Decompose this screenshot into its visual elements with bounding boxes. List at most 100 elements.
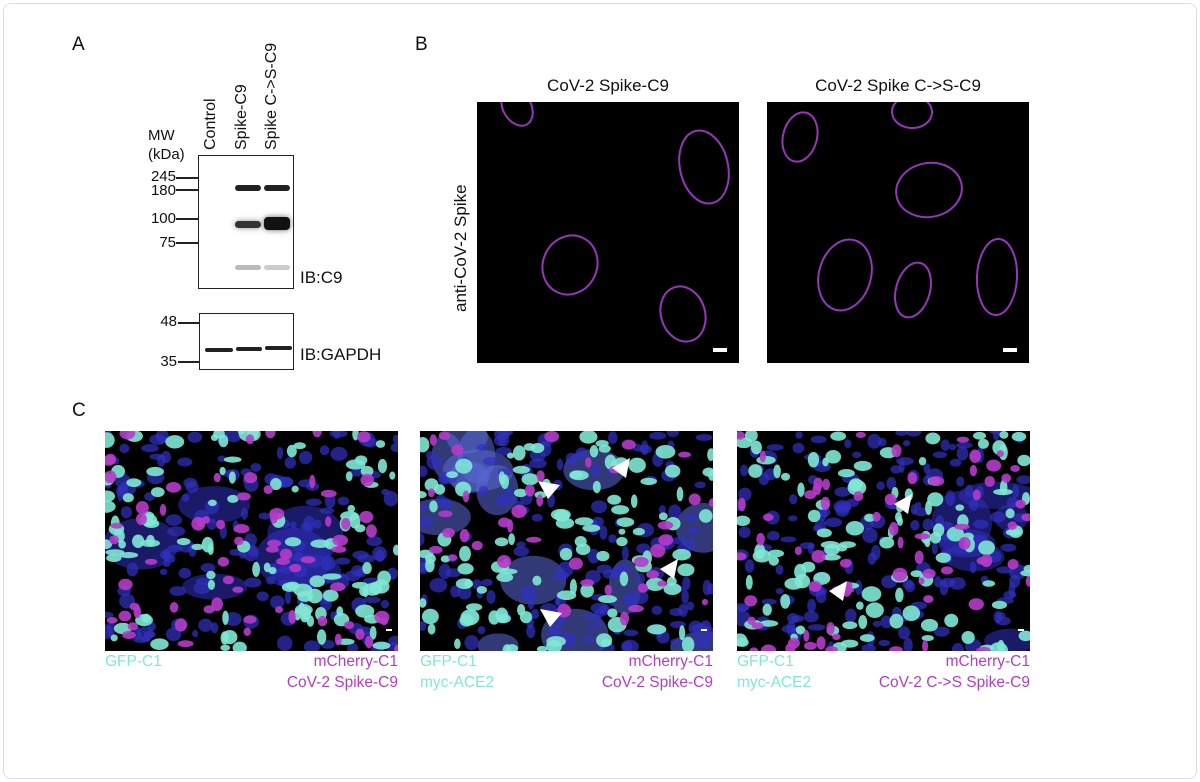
gfp-cell xyxy=(110,634,118,642)
gfp-cell xyxy=(146,534,155,547)
gfp-cell xyxy=(218,434,229,448)
gfp-cell xyxy=(768,555,779,566)
mcherry-cell xyxy=(969,464,977,477)
gfp-cell xyxy=(918,457,927,466)
cell-outline xyxy=(659,285,707,343)
nucleus xyxy=(992,431,1000,441)
nucleus xyxy=(561,632,576,648)
blot-c9 xyxy=(198,155,294,289)
nucleus xyxy=(198,618,213,632)
gfp-cell xyxy=(925,432,941,445)
mcherry-cell xyxy=(958,536,971,550)
nucleus xyxy=(791,615,805,623)
nucleus xyxy=(824,517,842,528)
mcherry-cell xyxy=(822,478,831,491)
gfp-cell xyxy=(150,638,169,650)
nucleus xyxy=(707,583,713,595)
mw-header-line: MW xyxy=(148,127,175,144)
gfp-cell xyxy=(944,613,959,628)
cell-outline xyxy=(891,102,933,130)
mcherry-cell xyxy=(394,644,398,651)
mcherry-cell xyxy=(317,615,328,627)
mcherry-cell xyxy=(216,519,226,530)
nucleus xyxy=(429,578,448,593)
nucleus xyxy=(303,640,321,651)
mcherry-cell xyxy=(986,459,1002,472)
microscopy-image-c2 xyxy=(420,431,713,651)
nucleus xyxy=(905,431,922,437)
nucleus xyxy=(898,626,911,640)
nucleus xyxy=(945,490,956,506)
gfp-cell xyxy=(220,631,229,645)
nucleus xyxy=(996,566,1014,574)
nucleus xyxy=(240,507,249,520)
caption-gfp: GFP-C1 xyxy=(737,653,794,670)
gfp-cell xyxy=(750,440,762,455)
mcherry-cell xyxy=(1001,473,1012,483)
mcherry-cell xyxy=(451,444,464,456)
mcherry-cell xyxy=(954,523,970,530)
gfp-cell xyxy=(207,579,216,590)
mcherry-cell xyxy=(1025,576,1030,587)
mw-marker: 180 xyxy=(150,182,176,199)
gfp-cell xyxy=(476,586,488,594)
nucleus xyxy=(591,500,608,514)
mcherry-cell xyxy=(940,566,954,575)
nucleus xyxy=(363,596,381,604)
nucleus xyxy=(482,457,500,466)
mcherry-cell xyxy=(234,536,244,546)
nucleus xyxy=(587,548,600,564)
caption-ace2: myc-ACE2 xyxy=(420,674,495,691)
nucleus xyxy=(126,562,139,577)
gfp-cell xyxy=(816,528,832,538)
gfp-cell xyxy=(972,431,987,440)
gfp-cell xyxy=(604,454,617,470)
gfp-cell xyxy=(748,464,763,478)
gfp-cell xyxy=(647,624,667,635)
gfp-cell xyxy=(1011,431,1027,442)
gfp-cell xyxy=(895,587,904,603)
gfp-cell xyxy=(598,444,611,453)
mcherry-cell xyxy=(658,534,674,546)
gfp-cell xyxy=(494,537,509,547)
gfp-cell xyxy=(389,471,396,480)
mcherry-cell xyxy=(897,536,904,549)
scale-bar xyxy=(386,629,392,631)
band xyxy=(264,265,290,270)
gfp-cell xyxy=(842,621,858,630)
mcherry-cell xyxy=(585,457,592,468)
mcherry-cell xyxy=(918,577,925,585)
nucleus xyxy=(420,465,428,477)
nucleus xyxy=(649,431,667,440)
nucleus xyxy=(896,457,914,466)
mcherry-cell xyxy=(438,510,453,518)
nucleus xyxy=(305,498,322,507)
gfp-cell xyxy=(281,582,298,592)
gfp-cell xyxy=(310,539,331,548)
gfp-cell xyxy=(508,533,515,546)
nucleus xyxy=(890,465,902,474)
gfp-cell xyxy=(429,500,438,513)
nucleus xyxy=(878,639,891,647)
mcherry-cell xyxy=(701,598,709,606)
gfp-cell xyxy=(655,444,676,459)
mcherry-cell xyxy=(269,511,278,524)
nucleus xyxy=(766,530,780,541)
nucleus xyxy=(934,576,942,588)
gfp-cell xyxy=(495,607,509,624)
nucleus xyxy=(165,514,183,526)
nucleus xyxy=(803,611,819,623)
gfp-cell xyxy=(434,484,446,495)
row-label: anti-CoV-2 Spike xyxy=(451,184,470,312)
nucleus xyxy=(390,442,398,453)
nucleus xyxy=(530,608,540,620)
nucleus xyxy=(903,637,913,651)
mcherry-cell xyxy=(364,635,374,649)
nucleus xyxy=(464,635,479,651)
gfp-cell xyxy=(780,472,791,481)
nucleus xyxy=(1008,582,1016,598)
nucleus xyxy=(867,552,877,565)
gfp-cell xyxy=(807,451,820,468)
mcherry-cell xyxy=(232,586,244,593)
gfp-cell xyxy=(500,474,510,490)
